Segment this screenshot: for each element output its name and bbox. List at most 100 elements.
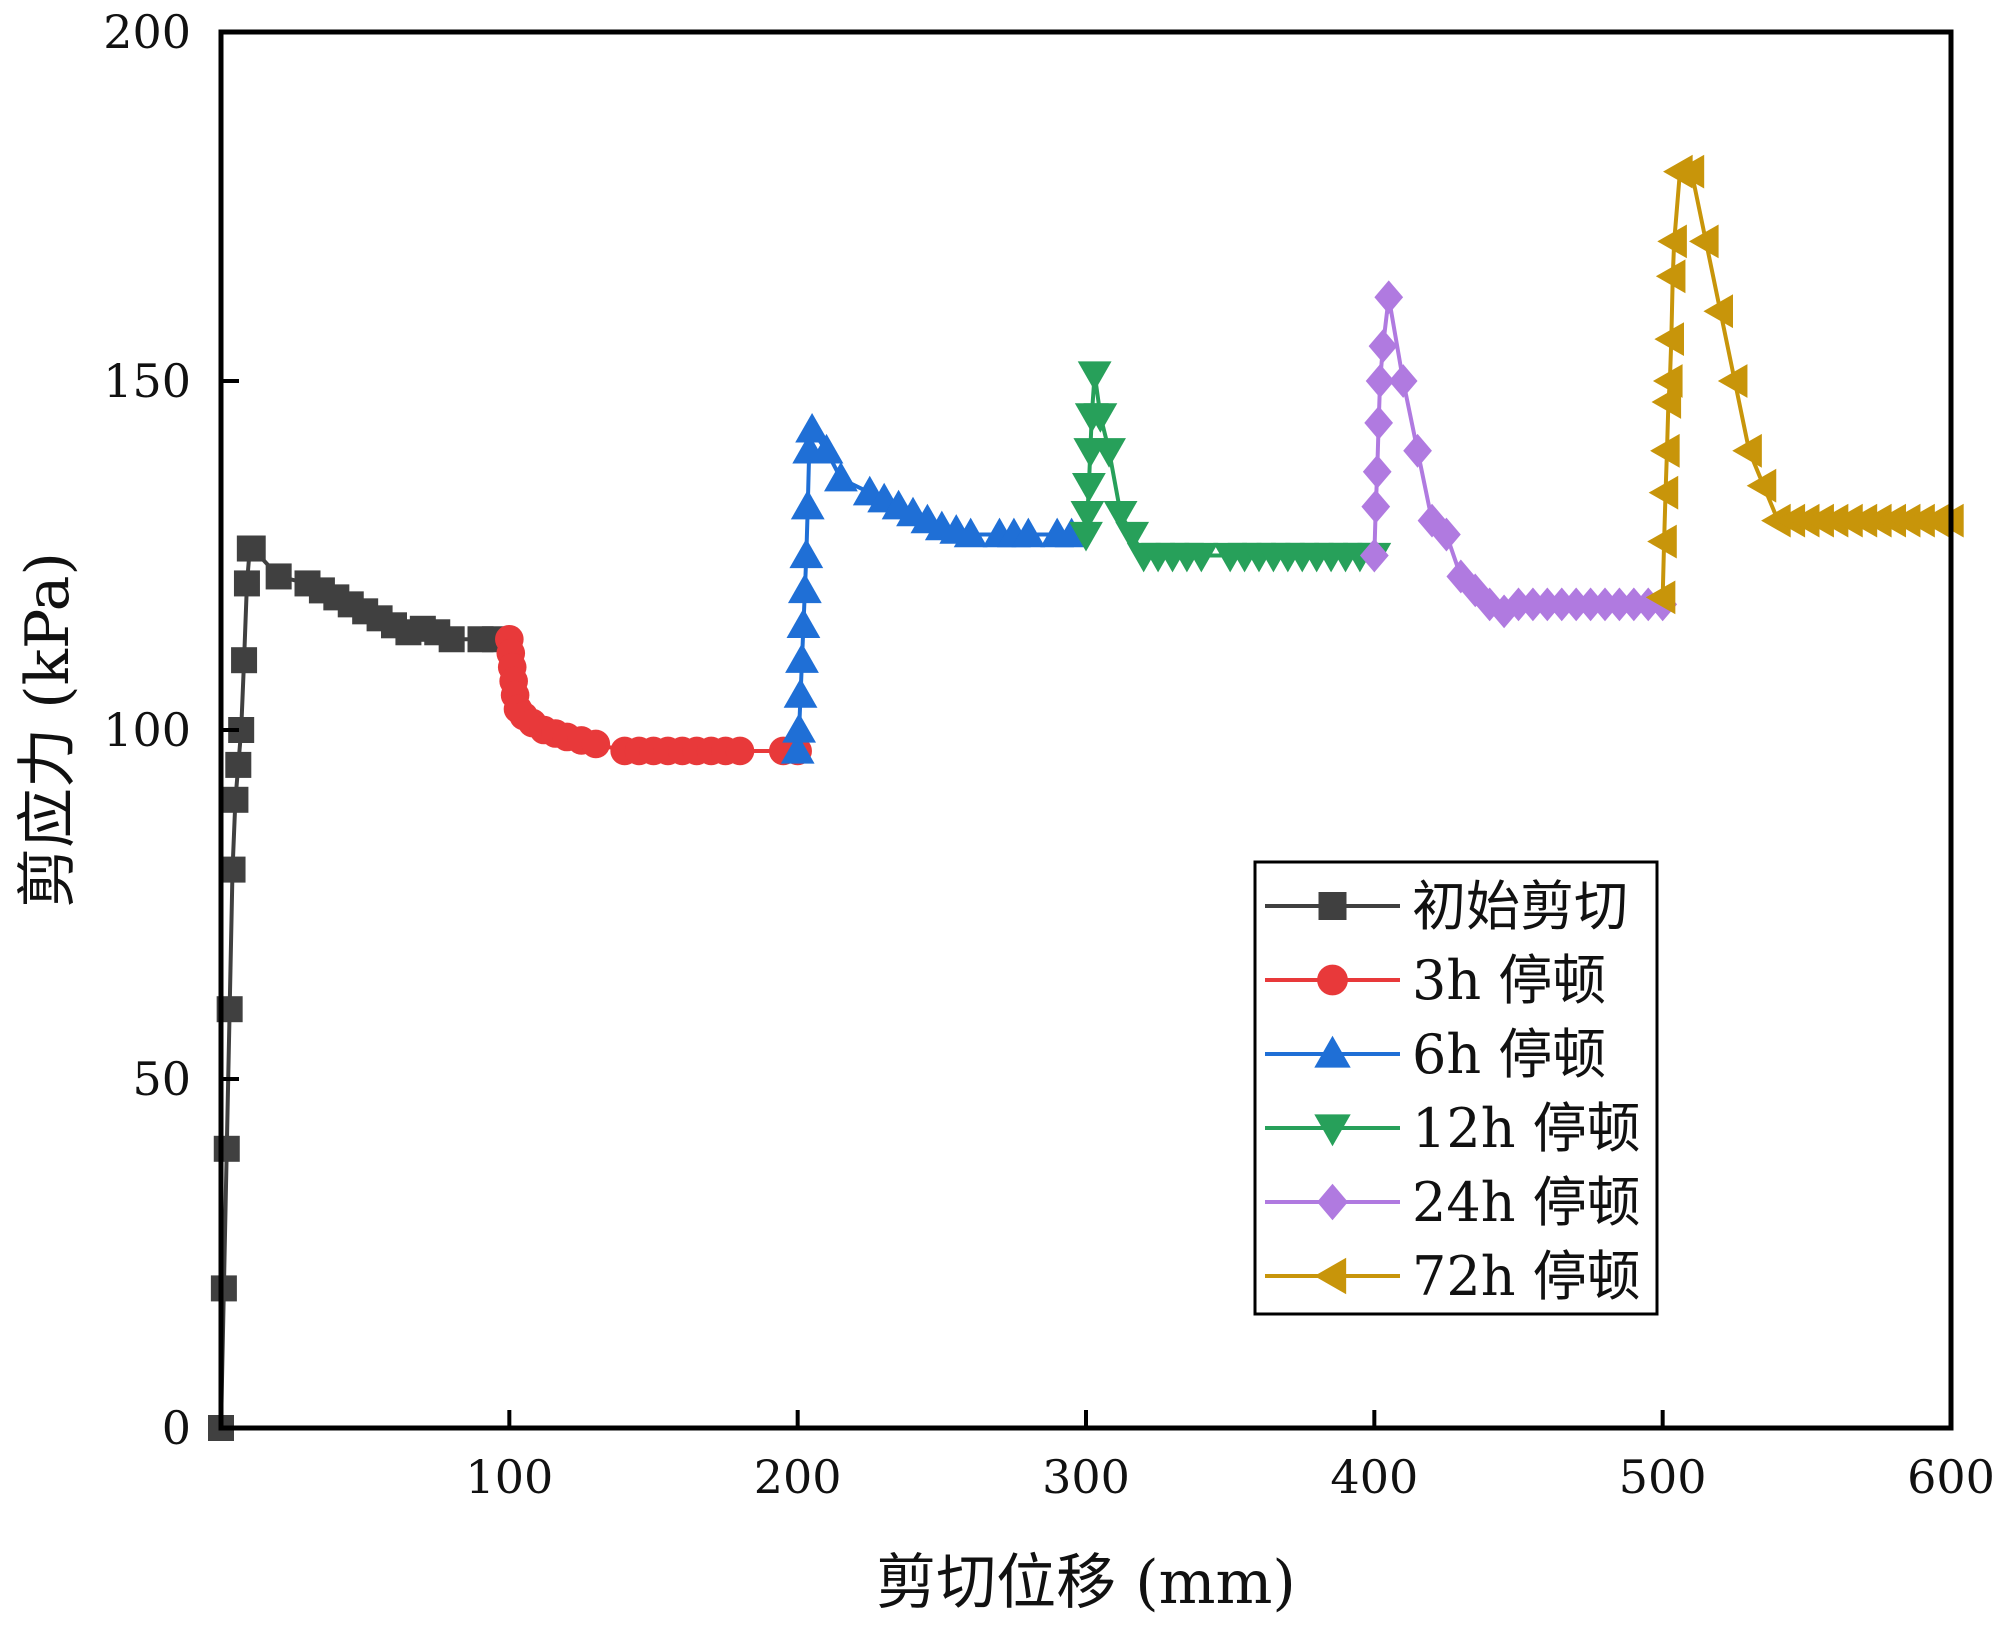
data-point [787, 573, 822, 604]
legend-marker [1317, 964, 1348, 996]
data-point [1077, 361, 1112, 391]
data-point [1365, 364, 1395, 398]
data-point [1368, 329, 1398, 363]
series-6 [1645, 154, 1964, 615]
y-axis-title: 剪应力 (kPa) [13, 552, 83, 908]
data-point [1071, 473, 1106, 503]
legend-label: 12h 停顿 [1412, 1097, 1641, 1160]
data-point [782, 713, 817, 743]
data-point [1374, 280, 1404, 315]
x-tick-label: 600 [1907, 1450, 1995, 1504]
data-point [1518, 587, 1548, 622]
data-point [1590, 587, 1620, 622]
data-point [1432, 517, 1461, 552]
legend-items: 初始剪切 3h 停顿 6h 停顿 12h 停顿 24h 停顿 72h 停顿 [1265, 875, 1641, 1308]
x-tick-label: 200 [754, 1450, 842, 1504]
data-point [1746, 468, 1777, 503]
data-point [1689, 224, 1719, 259]
legend-item: 3h 停顿 [1265, 949, 1606, 1012]
data-point [795, 412, 829, 443]
x-tick-label: 100 [465, 1450, 553, 1504]
legend-marker [1314, 1114, 1351, 1147]
x-tick-label: 400 [1330, 1450, 1418, 1504]
legend-item: 初始剪切 [1265, 875, 1628, 938]
series-2 [495, 624, 812, 766]
data-point [824, 461, 858, 492]
data-point [725, 736, 755, 766]
data-point [1717, 364, 1748, 398]
legend-label: 3h 停顿 [1412, 949, 1606, 1012]
data-point [1657, 224, 1687, 259]
data-point [1184, 542, 1219, 573]
data-point [1651, 385, 1682, 419]
data-point [786, 608, 821, 638]
data-point [1011, 517, 1046, 548]
data-point [1605, 587, 1634, 622]
data-point [1647, 524, 1677, 559]
legend-item: 6h 停顿 [1265, 1023, 1606, 1086]
data-point [953, 517, 988, 548]
y-tick-label: 200 [103, 5, 191, 59]
data-point [1652, 364, 1683, 398]
data-point [1650, 433, 1680, 468]
data-point [1654, 322, 1684, 357]
data-point [785, 643, 819, 673]
data-point [1070, 500, 1105, 531]
data-point [1092, 438, 1126, 468]
y-tick-label: 150 [103, 354, 191, 408]
legend-label: 初始剪切 [1412, 875, 1628, 938]
data-point [231, 647, 258, 674]
x-axis-title: 剪切位移 (mm) [876, 1548, 1296, 1618]
data-point [1645, 580, 1676, 615]
data-point [1547, 587, 1577, 622]
data-point [210, 1275, 237, 1302]
legend-item: 72h 停顿 [1265, 1245, 1641, 1308]
data-point [222, 786, 249, 813]
legend: 初始剪切 3h 停顿 6h 停顿 12h 停顿 24h 停顿 72h 停顿 [1253, 860, 1659, 1316]
data-point [1648, 475, 1679, 510]
data-point [1576, 587, 1605, 622]
data-point [1362, 454, 1392, 489]
series-layer [208, 154, 1964, 1441]
legend-marker [1318, 892, 1347, 920]
plot-area-frame [218, 29, 1954, 1431]
data-point [809, 433, 844, 464]
legend-marker [1314, 1035, 1351, 1068]
data-point [1504, 587, 1533, 622]
data-point [1703, 294, 1734, 329]
y-tick-label: 50 [132, 1052, 191, 1106]
data-point [239, 535, 266, 562]
data-point [438, 626, 465, 653]
data-point [1359, 538, 1389, 573]
data-point [1655, 259, 1686, 294]
data-point [233, 570, 260, 597]
data-point [1103, 500, 1138, 531]
legend-box [1253, 860, 1659, 1316]
legend-label: 24h 停顿 [1412, 1171, 1641, 1234]
ticks-layer: 100 200 300 400 500 600 0 50 100 150 200 [103, 5, 1995, 1504]
series-3 [780, 412, 1089, 764]
data-point [1388, 364, 1418, 398]
data-point [1561, 587, 1591, 622]
data-point [219, 856, 246, 883]
data-point [213, 1135, 240, 1162]
legend-label: 72h 停顿 [1412, 1245, 1641, 1308]
y-tick-label: 0 [162, 1401, 191, 1455]
data-point [1364, 405, 1394, 440]
data-point [1403, 433, 1432, 468]
data-point [225, 751, 252, 778]
legend-marker [1317, 1183, 1348, 1221]
data-point [789, 538, 824, 569]
data-point [1674, 154, 1705, 189]
data-point [265, 563, 292, 590]
legend-item: 24h 停顿 [1265, 1171, 1641, 1234]
legend-marker [1314, 1257, 1347, 1295]
y-tick-label: 100 [103, 703, 191, 757]
data-point [1361, 489, 1391, 524]
x-tick-label: 300 [1042, 1450, 1130, 1504]
data-point [790, 489, 825, 520]
x-tick-label: 500 [1619, 1450, 1707, 1504]
data-point [581, 729, 611, 759]
data-point [783, 678, 818, 708]
